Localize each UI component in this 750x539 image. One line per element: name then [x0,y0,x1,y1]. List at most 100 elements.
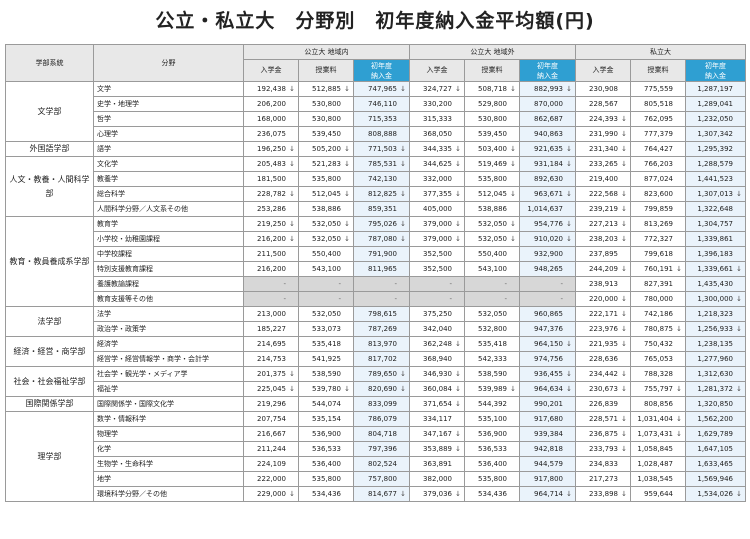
field-cell: 哲学 [93,111,244,127]
table-row: 教育・教員養成系学部 教育学 219,250 ↓ 532,050 ↓ 795,026 ↓ 379… [5,216,747,307]
down-arrow-icon: ↓ [455,429,461,438]
value-cell: 771,503 ↓ [353,141,410,157]
value-text: 814,677 [368,489,397,498]
down-arrow-icon: ↓ [510,144,516,153]
value-text: 1,435,430 [697,279,734,288]
down-arrow-icon: ↓ [621,384,627,393]
value-cell: 762,095 [630,111,686,127]
value-text: 799,859 [644,204,673,213]
value-cell: 791,900 [353,246,410,262]
down-arrow-icon: ↓ [344,219,350,228]
value-text: 334,117 [423,414,452,423]
value-text: 931,184 [534,159,563,168]
value-text: 363,891 [423,459,452,468]
value-text: 1,073,431 [637,429,673,438]
value-text: 833,099 [368,399,397,408]
value-cell: 1,281,372 ↓ [684,381,747,397]
value-text: 859,351 [368,204,397,213]
header-field: 分野 [93,44,244,82]
value-cell: 543,100 [298,261,354,277]
value-cell: 1,629,789 [684,426,747,442]
value-text: 222,568 [589,189,618,198]
value-text: 379,000 [423,234,452,243]
down-arrow-icon: ↓ [736,384,743,393]
down-arrow-icon: ↓ [455,234,461,243]
field-cell: 物理学 [93,426,244,442]
value-cell: 1,322,648 [684,201,747,217]
down-arrow-icon: ↓ [621,144,627,153]
value-text: 1,312,630 [697,369,734,378]
down-arrow-icon: ↓ [621,219,627,228]
value-text: 788,328 [644,369,673,378]
field-cell: 文学 [93,81,244,97]
value-text: 960,865 [534,309,563,318]
value-cell: 234,833 [575,456,631,472]
value-text: 963,671 [534,189,563,198]
table-row: 化学 211,244 536,533 797,396 353,889 ↓ 536,533 94… [6,441,747,457]
value-cell: 1,218,323 [684,306,747,322]
value-cell: 368,940 [409,351,465,367]
value-text: 535,800 [312,474,341,483]
value-cell: 227,213 ↓ [575,216,631,232]
down-arrow-icon: ↓ [621,189,627,198]
value-cell: 931,184 ↓ [519,156,576,172]
value-text: 541,925 [312,354,341,363]
value-text: 532,050 [312,309,341,318]
value-text: 224,393 [589,114,618,123]
value-text: 535,154 [312,414,341,423]
value-text: 379,036 [423,489,452,498]
header-first-year-label: 初年度 納入金 [537,61,558,80]
fee-table: 学部系統 分野 公立大 地域内 公立大 地域外 私立大 入学金 授業料 初年度 … [5,44,747,502]
value-text: 959,644 [644,489,673,498]
value-cell: 213,000 [243,306,299,322]
value-text: 812,825 [368,189,397,198]
value-cell: 536,900 [464,426,520,442]
value-cell: 238,913 [575,276,631,292]
value-text: - [504,294,507,303]
value-text: 715,353 [368,114,397,123]
value-cell: 379,000 ↓ [409,216,465,232]
value-text: 813,269 [644,219,673,228]
field-cell: 化学 [93,441,244,457]
value-cell: 244,209 ↓ [575,261,631,277]
value-text: 944,579 [534,459,563,468]
value-cell: 222,000 [243,471,299,487]
value-text: 543,100 [312,264,341,273]
value-cell: 780,875 ↓ [630,321,686,337]
value-cell: 352,500 [409,246,465,262]
value-cell: 216,200 ↓ [243,231,299,247]
table-row: 養護教諭課程 - - - - - - 238,913 827,391 1,435,430 [6,276,747,292]
down-arrow-icon: ↓ [676,414,682,423]
down-arrow-icon: ↓ [621,339,627,348]
value-text: 228,567 [589,99,618,108]
value-cell: 802,524 [353,456,410,472]
field-cell: 史学・地理学 [93,96,244,112]
value-cell: 539,989 ↓ [464,381,520,397]
value-cell: 780,000 [630,291,686,307]
value-cell: 1,038,545 [630,471,686,487]
value-text: 539,450 [312,129,341,138]
value-text: 870,000 [534,99,563,108]
value-cell: 785,531 ↓ [353,156,410,172]
value-text: 330,200 [423,99,452,108]
field-cell: 文化学 [93,156,244,172]
value-text: 353,889 [423,444,452,453]
down-arrow-icon: ↓ [621,444,627,453]
value-text: 519,469 [478,159,507,168]
value-cell: 944,579 [519,456,576,472]
value-text: 940,863 [534,129,563,138]
value-cell: - [298,291,354,307]
value-cell: 192,438 ↓ [243,81,299,97]
value-cell: 812,825 ↓ [353,186,410,202]
header-admission: 入学金 [575,59,631,82]
field-cell: 教育支援等その他 [93,291,244,307]
value-cell: - [353,276,410,292]
value-text: 1,300,000 [697,294,734,303]
value-text: 216,667 [257,429,286,438]
value-text: 1,534,026 [697,489,734,498]
down-arrow-icon: ↓ [344,189,350,198]
value-cell: 817,702 [353,351,410,367]
value-cell: 777,379 [630,126,686,142]
value-text: 550,400 [478,249,507,258]
value-text: 238,203 [589,234,618,243]
